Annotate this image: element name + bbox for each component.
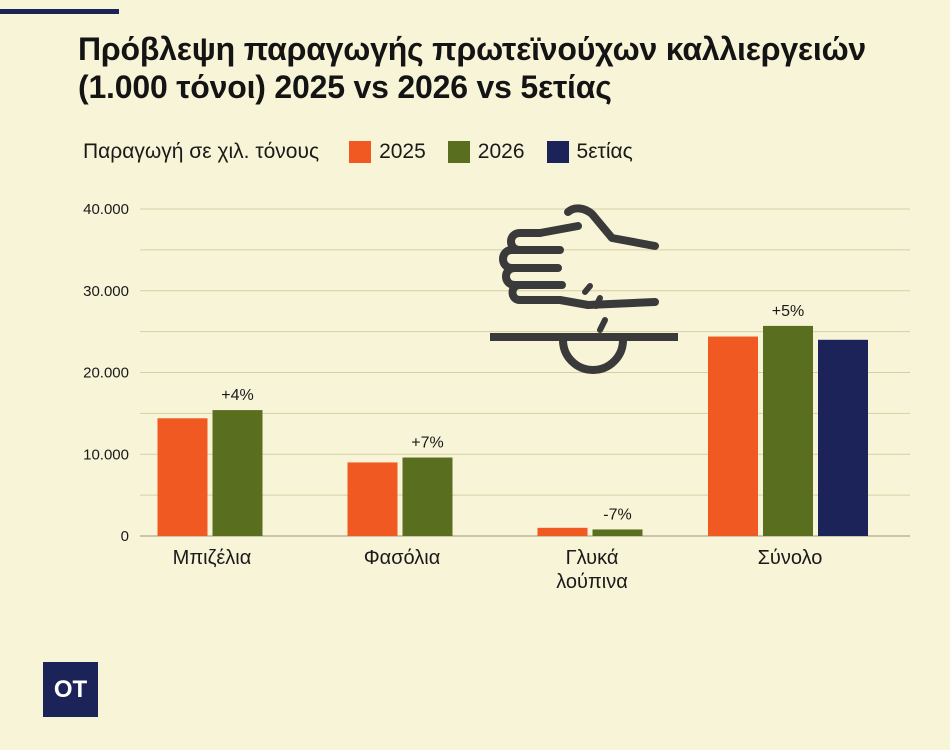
legend-text-2025: 2025 <box>379 140 426 163</box>
y-tick-label: 10.000 <box>83 446 129 463</box>
bar-2025-0 <box>157 418 208 536</box>
data-label-3: +5% <box>772 303 804 320</box>
ot-logo: OT <box>43 662 98 717</box>
legend-item-2025: 2025 <box>349 140 426 164</box>
data-label-0: +4% <box>221 387 253 404</box>
bar-2026-3 <box>763 325 813 536</box>
legend-text-2026: 2026 <box>477 140 525 163</box>
x-tick-label: Γλυκά <box>566 547 619 569</box>
x-tick-label: Σύνολο <box>758 547 823 569</box>
x-tick-label: λούπινα <box>556 571 628 593</box>
bar-2025-3 <box>708 336 758 536</box>
legend-text-5etias: 5ετίας <box>576 140 633 163</box>
bar-5ετίας-3 <box>818 339 868 536</box>
x-tick-label: Φασόλια <box>364 547 441 569</box>
y-tick-label: 20.000 <box>83 365 129 382</box>
legend-swatch-2026 <box>447 141 470 163</box>
legend-item-2026: 2026 <box>447 140 525 164</box>
legend-swatch-5etias <box>546 141 569 163</box>
legend-label: Παραγωγή σε χιλ. τόνους <box>83 140 320 163</box>
bar-2026-1 <box>402 457 453 536</box>
y-tick-label: 40.000 <box>83 201 129 218</box>
x-tick-label: Μπιζέλια <box>173 547 252 569</box>
logo-text: OT <box>53 675 88 703</box>
data-label-2: -7% <box>603 506 631 523</box>
bar-2025-2 <box>537 527 588 536</box>
bar-2026-0 <box>212 410 263 536</box>
title-line-2: (1.000 τόνοι) 2025 vs 2026 vs 5ετίας <box>78 69 612 105</box>
bar-2025-1 <box>347 462 398 536</box>
y-tick-label: 0 <box>121 528 129 545</box>
legend-swatch-2025 <box>349 141 372 163</box>
chart-title: Πρόβλεψη παραγωγής πρωτεϊνούχων καλλιεργ… <box>78 30 938 106</box>
y-tick-label: 30.000 <box>83 283 129 300</box>
data-label-1: +7% <box>411 435 443 452</box>
title-line-1: Πρόβλεψη παραγωγής πρωτεϊνούχων καλλιεργ… <box>78 31 867 67</box>
hand-pressing-icon <box>490 204 678 374</box>
legend-item-5etias: 5ετίας <box>546 140 633 164</box>
accent-bar <box>0 9 119 14</box>
legend: Παραγωγή σε χιλ. τόνους 2025 2026 5ετίας <box>83 137 655 167</box>
bar-2026-2 <box>592 529 643 536</box>
